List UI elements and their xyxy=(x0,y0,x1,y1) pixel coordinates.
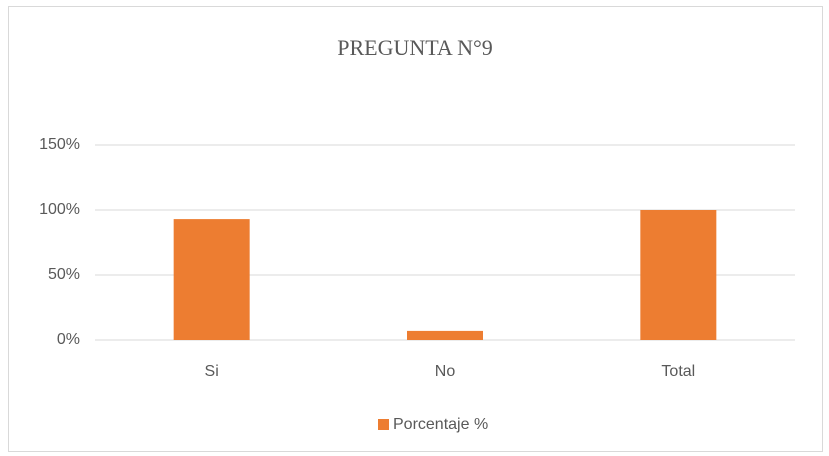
legend-swatch xyxy=(378,419,389,430)
bar xyxy=(640,210,717,340)
y-tick-label: 150% xyxy=(39,136,80,153)
x-tick-label: Total xyxy=(661,363,695,380)
bar xyxy=(407,330,483,340)
bar xyxy=(173,219,250,340)
chart-title: PREGUNTA N°9 xyxy=(337,35,493,60)
y-tick-label: 50% xyxy=(48,266,80,283)
x-tick-label: No xyxy=(435,363,456,380)
y-tick-label: 100% xyxy=(39,201,80,218)
x-tick-label: Si xyxy=(205,363,219,380)
y-tick-label: 0% xyxy=(57,331,80,348)
legend-label: Porcentaje % xyxy=(393,416,488,433)
